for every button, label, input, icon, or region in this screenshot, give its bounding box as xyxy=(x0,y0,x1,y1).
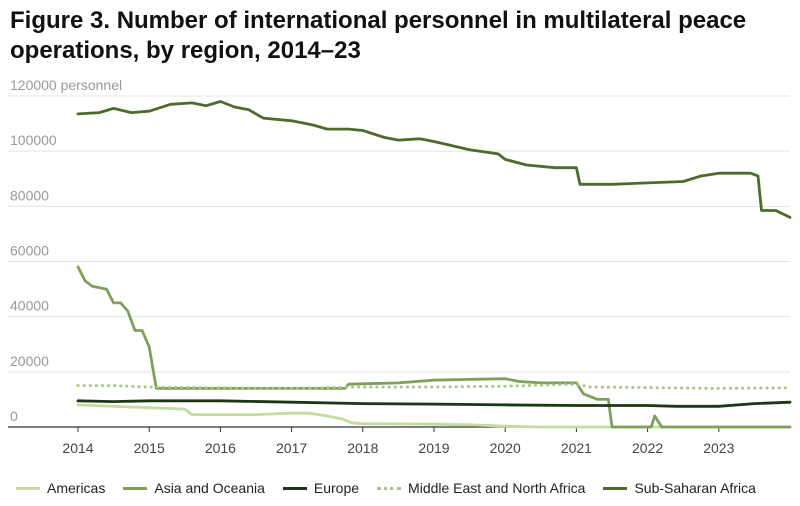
x-tick-label: 2016 xyxy=(205,440,236,456)
legend-label: Asia and Oceania xyxy=(154,480,265,496)
y-tick-label: 60000 xyxy=(10,243,49,259)
x-tick-label: 2023 xyxy=(703,440,734,456)
gridlines xyxy=(8,95,790,373)
legend-label: Sub-Saharan Africa xyxy=(634,480,756,496)
y-tick-label: 100000 xyxy=(10,132,57,148)
x-tick-label: 2017 xyxy=(276,440,307,456)
x-axis: 2014 2015 2016 2017 2018 2019 2020 2021 2022 2023 xyxy=(8,426,790,456)
chart-title: Figure 3. Number of international person… xyxy=(10,7,747,64)
legend-swatch xyxy=(123,486,148,490)
y-tick-label: 0 xyxy=(10,408,18,424)
x-tick-label: 2014 xyxy=(62,440,93,456)
legend-item: Sub-Saharan Africa xyxy=(603,480,756,496)
series-line-americas xyxy=(76,403,792,429)
x-tick-label: 2022 xyxy=(632,440,663,456)
legend-swatch xyxy=(603,486,628,490)
y-tick-label: 20000 xyxy=(10,353,49,369)
y-axis: 0 20000 40000 60000 80000 100000 120000 person… xyxy=(10,77,122,424)
legend-swatch xyxy=(282,486,307,490)
legend-item: Middle East and North Africa xyxy=(377,480,585,496)
legend-item: Asia and Oceania xyxy=(123,480,265,496)
x-tick-label: 2021 xyxy=(561,440,592,456)
series-line-europe xyxy=(76,399,792,408)
legend-swatch xyxy=(377,486,402,490)
legend: Americas Asia and Oceania Europe Middle Eas… xyxy=(16,478,774,498)
y-tick-label: 120000 personnel xyxy=(10,77,122,93)
legend-label: Middle East and North Africa xyxy=(408,480,586,496)
x-tick-label: 2019 xyxy=(418,440,449,456)
x-tick-label: 2018 xyxy=(347,440,378,456)
series-line-asia-and-oceania xyxy=(76,265,792,429)
legend-label: Americas xyxy=(47,480,106,496)
series-line-sub-saharan-africa xyxy=(76,100,792,219)
x-tick-label: 2020 xyxy=(490,440,521,456)
y-tick-label: 80000 xyxy=(10,187,49,203)
series-lines xyxy=(76,100,792,429)
legend-item: Americas xyxy=(16,480,105,496)
y-tick-label: 40000 xyxy=(10,298,49,314)
legend-swatch xyxy=(16,486,40,490)
legend-item: Europe xyxy=(282,480,360,496)
legend-label: Europe xyxy=(313,480,360,496)
y-axis-label: personnel xyxy=(61,77,123,93)
x-tick-label: 2015 xyxy=(134,440,165,456)
line-chart: 0 20000 40000 60000 80000 100000 120000 person… xyxy=(8,77,792,456)
